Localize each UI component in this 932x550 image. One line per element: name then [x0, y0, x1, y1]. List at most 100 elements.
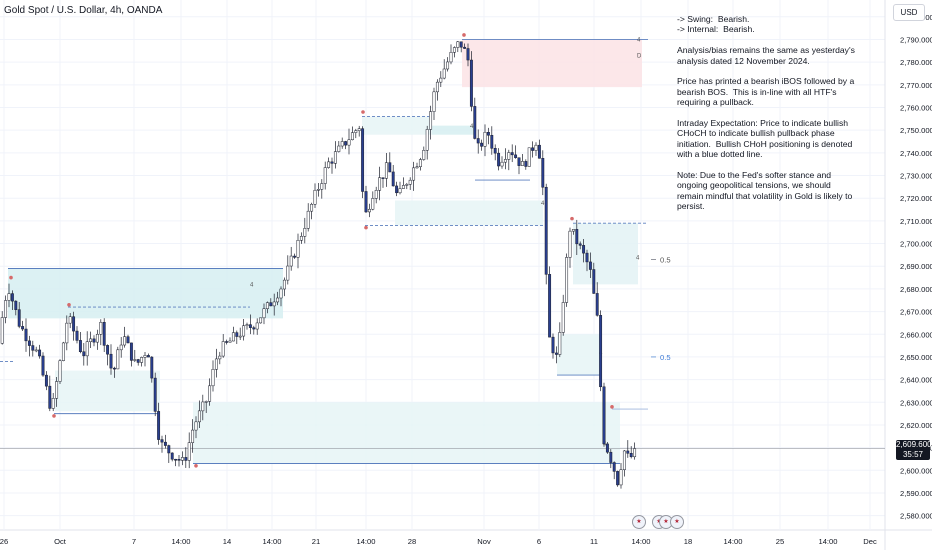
bullish-candle [415, 166, 419, 169]
x-tick-label: 14:00 [818, 537, 837, 546]
bearish-candle [150, 356, 154, 379]
bearish-candle [612, 462, 616, 472]
bullish-candle [500, 161, 504, 167]
bearish-candle [225, 341, 229, 343]
y-tick-label: 2,730.000 [900, 172, 932, 181]
bearish-candle [476, 138, 480, 144]
bullish-candle [384, 162, 388, 179]
zone-label: 4 [636, 255, 640, 261]
bullish-candle [337, 145, 341, 152]
bullish-candle [367, 208, 371, 213]
bullish-candle [228, 340, 232, 343]
x-tick-label: 14:00 [356, 537, 375, 546]
bearish-candle [177, 459, 181, 461]
bullish-candle [68, 316, 72, 324]
bearish-candle [493, 148, 497, 154]
y-tick-label: 2,640.000 [900, 376, 932, 385]
bearish-candle [463, 46, 467, 49]
bullish-candle [320, 183, 324, 190]
bearish-candle [578, 243, 582, 246]
x-tick-label: Nov [477, 537, 491, 546]
fib-labels: 0.5 0.5 [651, 255, 671, 362]
y-tick-label: 2,770.000 [900, 81, 932, 90]
bullish-candle [282, 279, 286, 290]
bullish-candle [503, 159, 507, 163]
candles [0, 41, 637, 489]
swing-high-marker [570, 216, 574, 221]
bearish-candle [10, 293, 14, 302]
bearish-candle [395, 185, 399, 194]
x-tick-label: 18 [684, 537, 692, 546]
bearish-candle [112, 367, 116, 370]
note-volatility: Note: Due to the Fed's softer stance and… [677, 170, 855, 212]
bullish-candle [303, 228, 307, 237]
y-tick-label: 2,590.000 [900, 489, 932, 498]
bearish-candle [490, 135, 494, 149]
bearish-candle [595, 293, 599, 316]
bullish-candle [425, 129, 429, 151]
bullish-candle [279, 288, 283, 299]
y-tick-label: 2,660.000 [900, 330, 932, 339]
bullish-candle [374, 190, 378, 199]
bearish-candle [466, 48, 470, 61]
bullish-candle [194, 421, 198, 431]
bullish-candle [418, 159, 422, 167]
bearish-candle [531, 147, 535, 151]
x-tick-label: 7 [132, 537, 136, 546]
bearish-candle [157, 411, 161, 440]
x-tick-label: 14:00 [631, 537, 650, 546]
bullish-candle [262, 308, 266, 319]
bearish-candle [548, 274, 552, 338]
bullish-candle [191, 429, 195, 443]
x-axis: 26 Oct 7 14:00 14 14:00 21 14:00 28 Nov 6 11 14:00 18… [0, 537, 877, 546]
zone-label: 4 [541, 201, 545, 207]
bearish-candle [626, 450, 630, 454]
x-tick-label: Oct [54, 537, 67, 546]
zone-label: 4 [637, 38, 641, 44]
bullish-candle [61, 342, 65, 361]
swing-high-marker [610, 405, 614, 409]
bearish-candle [102, 322, 106, 346]
bullish-candle [306, 210, 310, 229]
bullish-candle [276, 297, 280, 303]
bullish-candle [357, 128, 361, 131]
y-tick-label: 2,740.000 [900, 149, 932, 158]
bullish-candle [327, 161, 331, 168]
bullish-candle [452, 47, 456, 53]
bearish-candle [72, 316, 76, 332]
bullish-candle [340, 141, 344, 147]
y-tick-label: 2,690.000 [900, 262, 932, 271]
bearish-candle [167, 445, 171, 454]
bullish-candle [218, 355, 222, 360]
bearish-candle [252, 327, 256, 330]
us-flag-icon[interactable]: ★ [670, 515, 684, 529]
swing-high-marker [361, 110, 365, 114]
currency-button[interactable]: USD [893, 4, 925, 21]
us-flag-icon[interactable]: ★ [632, 515, 646, 529]
bullish-candle [571, 229, 575, 232]
bearish-candle [473, 106, 477, 139]
bullish-candle [187, 442, 191, 461]
y-tick-label: 2,620.000 [900, 421, 932, 430]
bearish-candle [361, 128, 365, 192]
bullish-candle [422, 150, 426, 160]
x-tick-label: 6 [537, 537, 541, 546]
bearish-candle [41, 355, 45, 376]
bullish-candle [119, 344, 123, 351]
bullish-candle [633, 448, 637, 458]
bar-countdown: 35:57 [902, 450, 924, 459]
bullish-candle [378, 177, 382, 191]
bullish-candle [197, 410, 201, 423]
bullish-candle [245, 324, 249, 327]
bullish-candle [429, 111, 433, 130]
bearish-candle [235, 332, 239, 337]
bullish-candle [313, 189, 317, 205]
fib-label: 0.5 [660, 353, 671, 362]
bearish-candle [344, 141, 348, 146]
chart-title: Gold Spot / U.S. Dollar, 4h, OANDA [4, 5, 163, 16]
bullish-candle [622, 450, 626, 470]
bullish-candle [347, 139, 351, 146]
y-tick-label: 2,780.000 [900, 58, 932, 67]
y-tick-label: 2,630.000 [900, 398, 932, 407]
